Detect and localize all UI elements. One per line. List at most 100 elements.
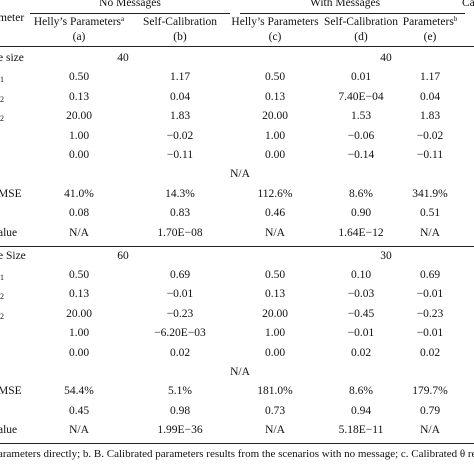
param-row-1-value: 1.17 [419, 71, 441, 84]
column-tag-3: (c) [268, 31, 282, 43]
r-row-value: 0.46 [264, 207, 286, 220]
column-tag-1: (a) [72, 31, 86, 43]
param-row-5-value: 0.00 [68, 149, 90, 161]
group-rule-no-messages [30, 13, 230, 14]
param-row-2-value: −0.03 [347, 288, 375, 301]
r-row-value: 0.08 [68, 207, 90, 220]
p-value-row-label: alue [0, 424, 18, 437]
sample-size-no-messages: 60 [117, 249, 129, 262]
param-row-5-value: −0.14 [347, 149, 375, 161]
param-row-2-value: 0.04 [419, 90, 441, 103]
column-header-2: Self-Calibration [142, 16, 218, 28]
rmse-row-value: 112.6% [257, 187, 293, 200]
group-header-calibrated: Ca [462, 0, 474, 9]
param-row-4-value: −0.01 [416, 327, 444, 340]
param-row-5-value: 0.00 [264, 346, 286, 359]
footnote-marker: a [121, 15, 125, 23]
column-tag-5: (e) [423, 31, 437, 43]
rmse-row-value: 8.6% [349, 385, 373, 398]
p-value-row-value: N/A [265, 424, 285, 437]
param-row-1-label: 1 [0, 75, 4, 85]
param-row-2-value: 0.13 [264, 288, 286, 301]
p-value-row-value: 1.64E−12 [338, 226, 384, 239]
param-row-1-value: 0.69 [169, 269, 191, 281]
param-row-2-value: −0.01 [166, 288, 194, 301]
param-row-5-value: 0.02 [350, 346, 372, 359]
column-header-3: Helly’s Parameters [231, 16, 319, 28]
r-row-value: 0.73 [264, 404, 286, 417]
param-row-5-value: 0.02 [419, 346, 441, 359]
column-header-5: Parametersb [402, 15, 458, 29]
param-row-1-value: 0.01 [350, 71, 372, 84]
param-row-5-value: −0.11 [166, 149, 194, 161]
sample-size-with-messages: 30 [380, 249, 392, 262]
r-row-value: 0.94 [350, 404, 372, 417]
r-row-value: 0.98 [169, 404, 191, 417]
param-row-1-label: 1 [0, 273, 4, 282]
theta-row-value: N/A [230, 366, 250, 378]
rmse-row-label: MSE [0, 187, 22, 200]
param-row-2-value: 0.13 [264, 90, 286, 103]
footnote-marker: b [453, 15, 458, 23]
group-header-with-messages: With Messages [309, 0, 381, 9]
param-row-2-value: 7.40E−04 [338, 90, 384, 103]
param-row-1-value: 1.17 [169, 71, 191, 84]
param-row-5-value: 0.02 [169, 346, 191, 359]
p-value-row-value: 1.99E−36 [157, 424, 203, 437]
param-row-4-value: −0.01 [347, 327, 375, 340]
theta-row-value: N/A [230, 168, 250, 181]
param-row-1-value: 0.50 [264, 269, 286, 281]
param-row-5-value: 0.00 [264, 149, 286, 161]
param-row-3-value: −0.23 [166, 307, 194, 320]
rmse-row-value: 14.3% [165, 187, 195, 200]
rmse-row-value: 54.4% [64, 385, 94, 398]
sample-size-label: e Size [0, 249, 26, 262]
p-value-row-value: 5.18E−11 [338, 424, 384, 437]
param-row-4-value: −0.02 [166, 129, 194, 142]
group-rule-with-messages [240, 13, 465, 14]
rmse-row-value: 41.0% [64, 187, 94, 200]
rmse-row-value: 341.9% [412, 187, 448, 200]
r-row-value: 0.83 [169, 207, 191, 220]
r-row-value: 0.45 [68, 404, 90, 417]
param-row-1-value: 0.50 [264, 71, 286, 84]
param-row-4-value: 1.00 [264, 129, 286, 142]
rmse-row-label: MSE [0, 385, 22, 398]
sample-size-label: e size [0, 52, 24, 64]
table-footnote: arameters directly; b. B. Calibrated par… [0, 448, 474, 461]
param-row-3-value: 20.00 [66, 110, 92, 123]
column-tag-2: (b) [173, 31, 187, 43]
param-row-5-value: −0.11 [416, 149, 444, 161]
p-value-row-label: alue [0, 226, 18, 239]
p-value-row-value: N/A [69, 424, 89, 437]
param-row-3-label: 2 [0, 114, 4, 124]
param-row-2-value: 0.13 [68, 288, 90, 301]
r-row-value: 0.90 [350, 207, 372, 220]
param-row-4-value: −0.02 [416, 129, 444, 142]
rmse-row-value: 8.6% [349, 187, 373, 200]
param-row-4-value: 1.00 [68, 327, 90, 340]
param-row-3-value: 20.00 [66, 307, 92, 320]
sample-size-no-messages: 40 [117, 52, 129, 64]
param-row-4-value: −0.06 [347, 129, 375, 142]
sample-size-with-messages: 40 [380, 52, 392, 64]
r-row-value: 0.79 [419, 404, 441, 417]
p-value-row-value: N/A [420, 424, 440, 437]
param-row-3-value: 20.00 [262, 307, 288, 320]
param-row-1-value: 0.69 [419, 269, 441, 281]
rmse-row-value: 179.7% [412, 385, 448, 398]
param-row-2-label: 2 [0, 292, 4, 302]
param-row-3-value: 20.00 [262, 110, 288, 123]
param-row-2-value: 0.04 [169, 90, 191, 103]
r-row-value: 0.51 [419, 207, 441, 220]
param-row-1-value: 0.10 [350, 269, 372, 281]
p-value-row-value: N/A [265, 226, 285, 239]
param-row-3-value: 1.83 [419, 110, 441, 123]
param-column-header: meter [0, 12, 25, 24]
param-row-2-label: 2 [0, 94, 4, 104]
rmse-row-value: 181.0% [257, 385, 293, 398]
header-bottom-rule [0, 46, 474, 47]
param-row-3-value: −0.23 [416, 307, 444, 320]
rmse-row-value: 5.1% [168, 385, 192, 398]
